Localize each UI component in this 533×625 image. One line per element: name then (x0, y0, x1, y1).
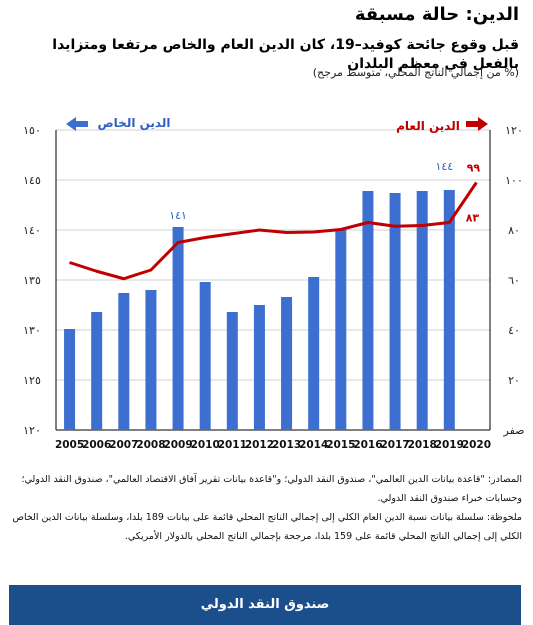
footer-banner: صندوق النقد الدولي (9, 585, 521, 625)
unit-label: (% من إجمالي الناتج المحلي، متوسط مرجح) (312, 66, 519, 79)
bar-private-debt (362, 191, 374, 430)
bar-private-debt (281, 297, 293, 430)
x-tick-label: 2016 (353, 439, 382, 451)
x-tick-label: 2018 (408, 439, 437, 451)
left-tick-label: ١٢٥ (23, 374, 41, 387)
left-tick-label: ١٤٥ (23, 174, 41, 187)
right-tick-label: صفر (503, 424, 525, 437)
methodology-note: ملحوظة: سلسلة بيانات نسبة الدين العام ال… (12, 512, 522, 542)
x-tick-label: 2015 (326, 439, 355, 451)
left-tick-label: ١٤٠ (23, 224, 41, 237)
bar-private-debt (443, 190, 455, 430)
x-tick-label: 2007 (109, 439, 138, 451)
right-tick-label: ٨٠ (508, 224, 520, 237)
left-tick-label: ١٣٥ (23, 274, 41, 287)
page-title: الدين: حالة مسبقة (354, 4, 519, 25)
x-tick-label: 2014 (299, 439, 328, 451)
bar-private-debt (172, 227, 184, 430)
x-tick-label: 2008 (136, 439, 165, 451)
chart-subtitle: قبل وقوع جائحة كوفيد–19، كان الدين العام… (52, 37, 519, 72)
bar-private-debt (308, 277, 320, 430)
bar-private-debt (253, 305, 265, 430)
right-tick-label: ٤٠ (508, 324, 520, 337)
x-tick-label: 2009 (163, 439, 192, 451)
line-label-2019: ٨٣ (466, 212, 480, 225)
line-label-2020: ٩٩ (467, 162, 481, 175)
right-tick-label: ٢٠ (508, 374, 520, 387)
bar-label-2019: ١٤٤ (435, 160, 453, 173)
x-tick-label: 2006 (82, 439, 111, 451)
arrow-right-icon (466, 117, 488, 131)
bar-private-debt (145, 290, 157, 430)
right-tick-label: ١٢٠ (505, 124, 523, 137)
bar-label-2009: ١٤١ (169, 209, 187, 222)
notes: المصادر: "قاعدة بيانات الدين العالمي"، ص… (10, 470, 522, 546)
line-public-debt (69, 181, 478, 281)
right-tick-label: ٦٠ (508, 274, 520, 287)
x-tick-label: 2005 (55, 439, 84, 451)
bar-private-debt (91, 312, 103, 430)
bar-private-debt (64, 329, 76, 430)
x-tick-label: 2011 (218, 439, 247, 451)
x-tick-label: 2012 (245, 439, 274, 451)
left-tick-label: ١٢٠ (23, 424, 41, 437)
x-tick-label: 2017 (380, 439, 409, 451)
left-tick-label: ١٥٠ (23, 124, 41, 137)
source-note: المصادر: "قاعدة بيانات الدين العالمي"، ص… (21, 474, 522, 504)
bar-private-debt (226, 312, 238, 430)
bar-private-debt (335, 230, 347, 430)
x-tick-label: 2013 (272, 439, 301, 451)
bar-private-debt (118, 293, 130, 430)
bar-private-debt (199, 282, 211, 430)
left-tick-label: ١٣٠ (23, 324, 41, 337)
bar-private-debt (416, 191, 428, 430)
x-tick-label: 2019 (435, 439, 464, 451)
x-tick-label: 2010 (191, 439, 220, 451)
legend-public-debt: الدين العام (396, 119, 460, 134)
bar-private-debt (389, 193, 401, 430)
x-tick-label: 2020 (462, 439, 491, 451)
debt-chart: ١٢٠ ١٢٥ ١٣٠ ١٣٥ ١٤٠ ١٤٥ ١٥٠ صفر ٢٠ ٤٠ ٦٠ ٨٠ ١٠٠ ١٢٠ 20… (23, 116, 525, 451)
right-tick-label: ١٠٠ (505, 174, 523, 187)
arrow-left-icon (66, 117, 88, 131)
legend-private-debt: الدين الخاص (98, 116, 171, 130)
